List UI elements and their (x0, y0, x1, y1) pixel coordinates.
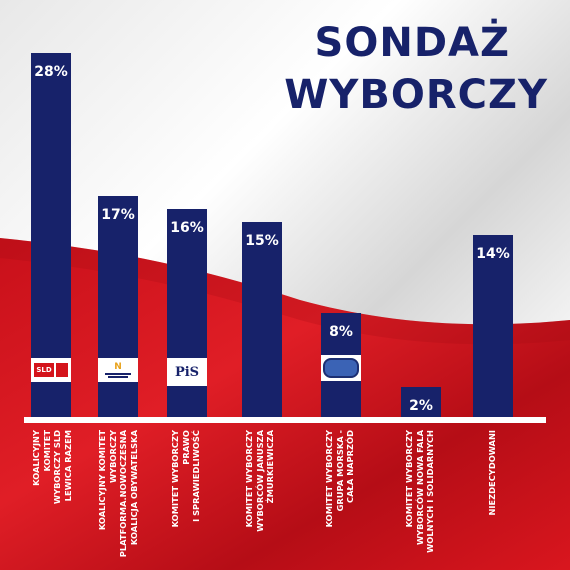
value-label-7: 14% (476, 246, 510, 262)
party-badge-5 (321, 355, 361, 381)
value-label-1: 28% (34, 64, 68, 80)
value-label-6: 2% (409, 398, 433, 414)
party-logo-2: N (98, 358, 138, 382)
bar-2 (98, 196, 138, 417)
category-label-6: KOMITET WYBORCZY WYBORCÓW NOWA FALA WOLNYC… (404, 430, 436, 553)
value-label-3: 16% (170, 220, 204, 236)
value-label-2: 17% (101, 207, 135, 223)
bar-4 (242, 222, 282, 417)
category-label-1: KOALICYJNY KOMITET WYBORCZY SLD LEWICA RAZE… (31, 430, 73, 505)
party-logo-3: PiS (167, 358, 207, 386)
value-label-5: 8% (329, 324, 353, 340)
category-label-7: NIEZDECYDOWANI (486, 430, 497, 516)
bar-7 (473, 235, 513, 417)
x-axis-baseline (24, 417, 546, 423)
bar-1 (31, 53, 71, 417)
category-label-4: KOMITET WYBORCZY WYBORCÓW JANUSZA ŻMURKIEW… (244, 430, 276, 532)
bar-6 (401, 387, 441, 417)
chart-title-line-2: WYBORCZY (284, 72, 548, 118)
chart-title-line-1: SONDAŻ (314, 20, 510, 66)
value-label-4: 15% (245, 233, 279, 249)
category-label-2: KOALICYJNY KOMITET WYBORCZY PLATFORMA.NOWO… (97, 430, 139, 558)
category-label-5: KOMITET WYBORCZY GRUPA MORSKA - CAŁA NAPRZ… (324, 430, 356, 528)
party-logo-1: SLD (31, 358, 71, 382)
category-label-3: KOMITET WYBORCZY PRAWO I SPRAWIEDLIWOŚĆ (170, 430, 202, 528)
